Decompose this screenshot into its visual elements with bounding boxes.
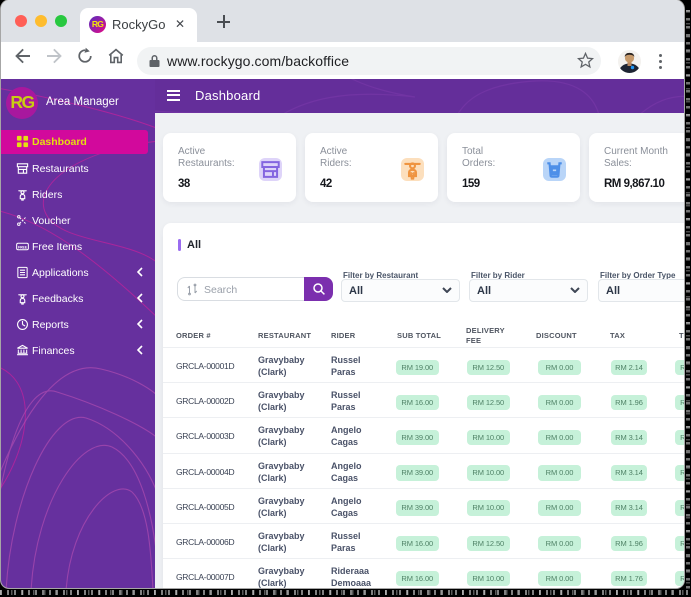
svg-text:FREE: FREE	[18, 245, 28, 249]
